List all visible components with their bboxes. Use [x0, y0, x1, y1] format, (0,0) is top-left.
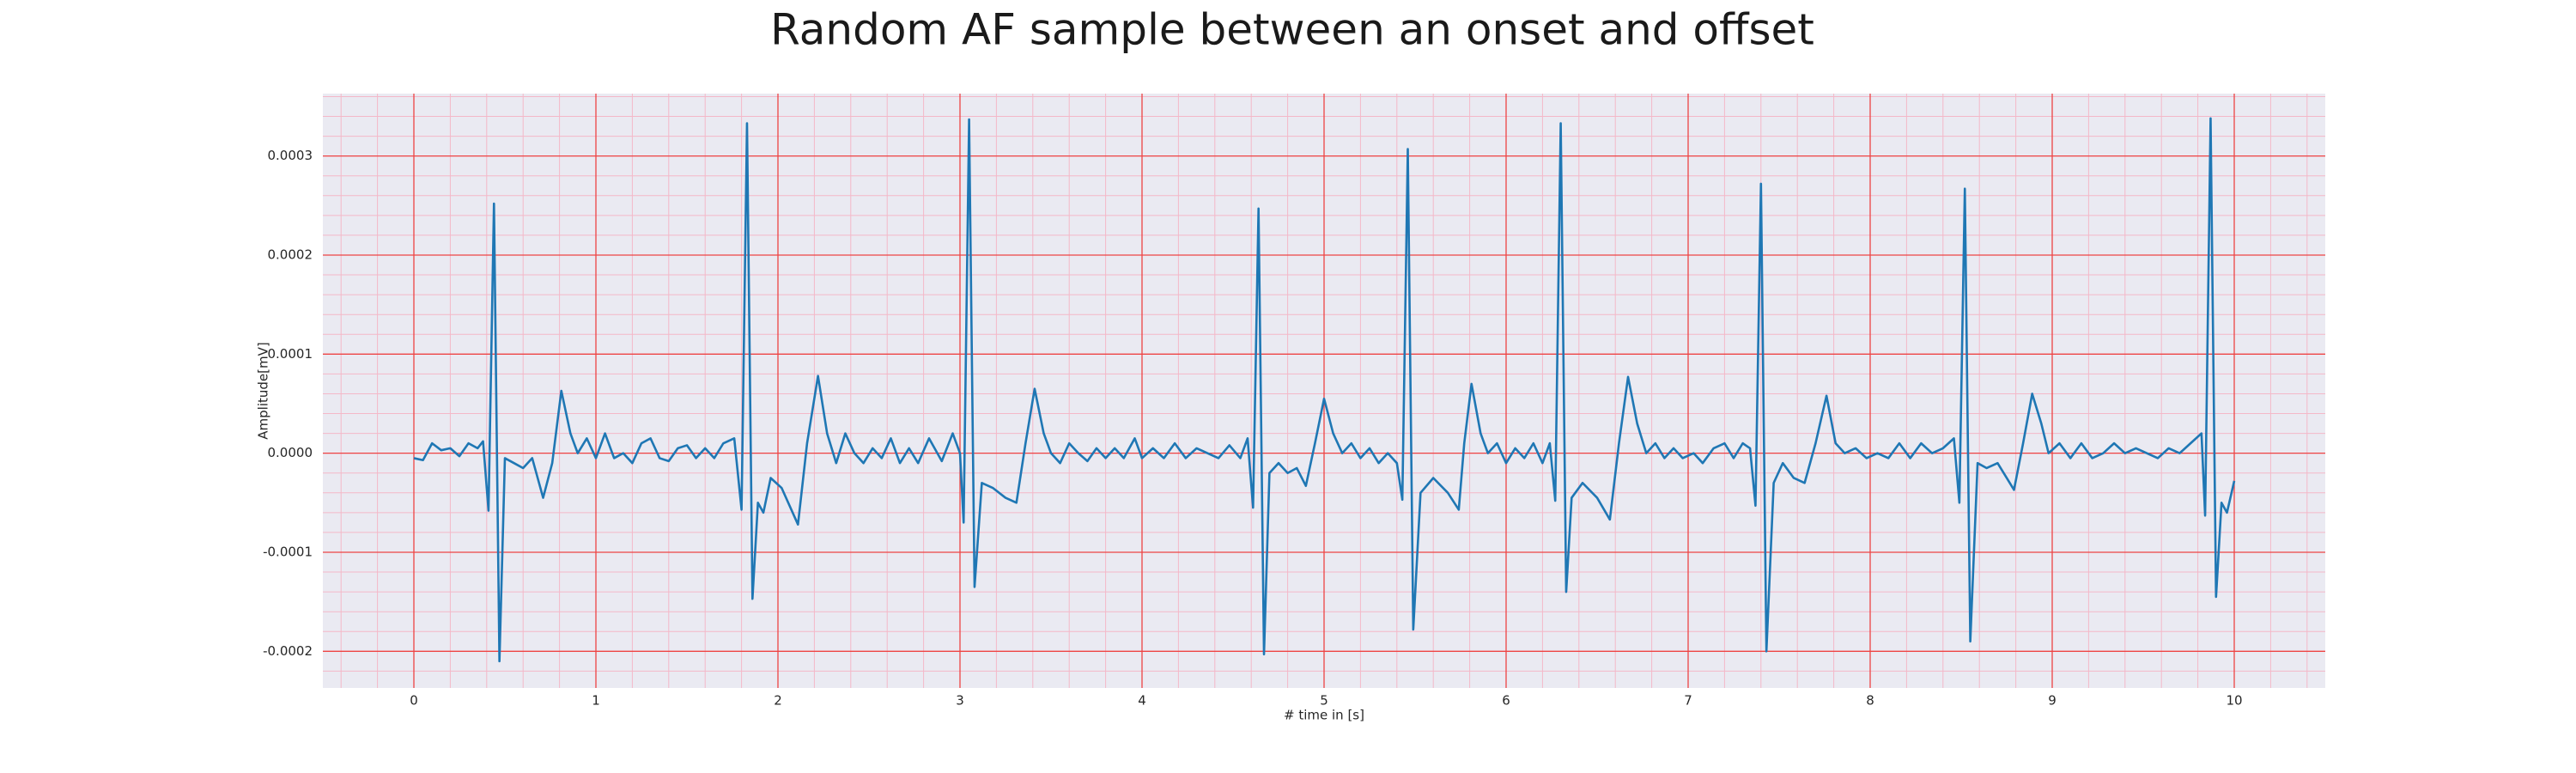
x-tick-label: 0 — [410, 693, 418, 709]
x-tick-label: 2 — [774, 693, 782, 709]
y-tick-label: -0.0001 — [263, 544, 313, 559]
x-tick-label: 4 — [1138, 693, 1146, 709]
plot-marks — [413, 117, 2236, 663]
tick-labels: 0 1 2 3 4 5 6 7 8 9 10 -0.0002 -0.0001 0.0000 0.0001 0.… — [263, 148, 2242, 708]
y-axis-label: Amplitude[mV] — [256, 342, 271, 439]
major-grid — [323, 94, 2325, 688]
series-line — [413, 117, 2236, 663]
y-tick-label: -0.0002 — [263, 643, 313, 659]
y-tick-label: 0.0000 — [268, 445, 313, 460]
x-tick-label: 10 — [2226, 693, 2242, 709]
y-tick-label: 0.0002 — [268, 247, 313, 262]
x-tick-label: 8 — [1866, 693, 1874, 709]
chart-title: Random AF sample between an onset and of… — [770, 5, 1814, 55]
x-tick-label: 3 — [956, 693, 964, 709]
x-tick-label: 9 — [2048, 693, 2057, 709]
x-tick-label: 1 — [592, 693, 600, 709]
y-tick-label: 0.0001 — [268, 346, 313, 362]
y-tick-label: 0.0003 — [268, 148, 313, 163]
x-tick-label: 7 — [1684, 693, 1692, 709]
x-tick-label: 5 — [1320, 693, 1328, 709]
x-tick-label: 6 — [1502, 693, 1510, 709]
x-axis-label: # time in [s] — [1284, 708, 1364, 723]
